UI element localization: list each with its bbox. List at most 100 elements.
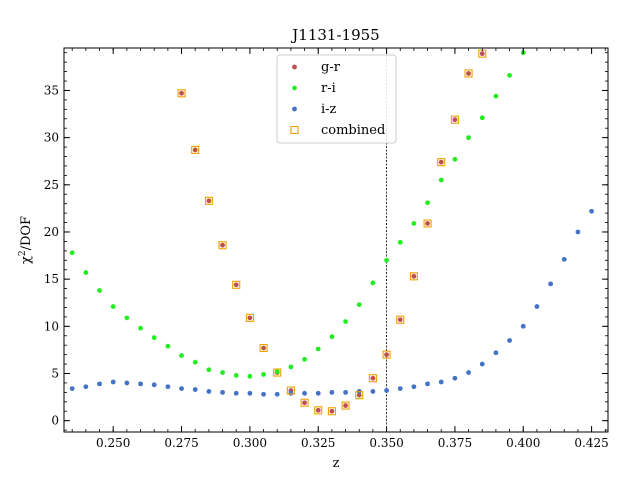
y-tick-label: 15: [44, 272, 59, 286]
point-r-i: [110, 304, 116, 309]
plot-area: [69, 48, 594, 432]
point-i-z: [302, 390, 307, 396]
legend-label-i-z: i-z: [321, 102, 337, 117]
point-combined: [464, 69, 473, 78]
point-g-r: [479, 51, 485, 57]
y-tick-label: 0: [51, 414, 59, 428]
x-tick-label: 0.275: [164, 436, 198, 450]
legend-label-g-r: g-r: [321, 60, 341, 75]
point-r-i: [507, 72, 512, 78]
point-combined: [355, 391, 364, 400]
point-i-z: [220, 389, 225, 395]
point-r-i: [288, 364, 294, 370]
legend-marker-combined: [290, 125, 299, 135]
point-r-i: [452, 156, 458, 162]
point-r-i: [192, 359, 198, 365]
point-g-r: [452, 117, 458, 123]
x-tick-label: 0.425: [574, 436, 608, 450]
y-tick-label: 30: [44, 131, 59, 145]
point-r-i: [247, 373, 253, 379]
point-i-z: [192, 387, 198, 392]
point-combined: [191, 145, 200, 154]
point-i-z: [206, 389, 212, 394]
point-g-r: [220, 242, 225, 248]
point-i-z: [97, 381, 102, 387]
point-i-z: [548, 281, 553, 287]
y-tick-label: 35: [44, 83, 59, 97]
point-r-i: [233, 372, 239, 378]
x-tick-label: 0.325: [301, 436, 335, 450]
point-g-r: [438, 159, 444, 165]
point-i-z: [288, 390, 294, 396]
point-g-r: [356, 392, 362, 398]
point-i-z: [479, 361, 485, 367]
point-r-i: [206, 367, 212, 373]
legend-item-r-i: r-i: [292, 81, 336, 96]
point-i-z: [561, 256, 567, 262]
point-i-z: [124, 380, 130, 386]
point-combined: [409, 272, 418, 281]
point-g-r: [192, 147, 198, 153]
point-r-i: [124, 315, 130, 321]
axes: 0.250 0.275 0.300 0.325 0.350 0.375 0.400 0.425…: [44, 47, 609, 450]
point-r-i: [397, 239, 403, 245]
series-r-i: [69, 50, 526, 379]
point-g-r: [302, 400, 307, 406]
point-i-z: [247, 390, 253, 396]
y-tick-label: 10: [44, 319, 59, 333]
point-r-i: [343, 319, 348, 325]
point-combined: [450, 115, 459, 124]
point-i-z: [589, 208, 594, 214]
series-i-z: [69, 208, 594, 397]
point-r-i: [425, 200, 430, 206]
point-r-i: [220, 370, 225, 375]
legend-marker-i-z: [292, 106, 297, 112]
point-r-i: [411, 221, 417, 226]
point-r-i: [438, 177, 444, 183]
point-i-z: [370, 389, 376, 394]
point-combined: [273, 368, 282, 377]
point-r-i: [302, 356, 307, 362]
point-combined: [218, 241, 227, 250]
x-tick-label: 0.400: [506, 436, 540, 450]
x-tick-label: 0.375: [438, 436, 472, 450]
point-r-i: [165, 343, 171, 349]
point-g-r: [315, 407, 321, 413]
point-r-i: [69, 250, 75, 256]
point-g-r: [329, 408, 335, 414]
y-axis-label-rest: /DOF: [19, 216, 34, 250]
point-i-z: [466, 370, 471, 375]
point-r-i: [274, 369, 280, 375]
point-i-z: [507, 338, 512, 343]
point-g-r: [233, 282, 239, 288]
point-combined: [368, 374, 377, 383]
point-g-r: [370, 375, 376, 381]
point-combined: [177, 89, 186, 98]
legend-item-combined: combined: [290, 123, 385, 138]
point-i-z: [329, 389, 335, 395]
point-i-z: [233, 390, 239, 396]
point-combined: [204, 196, 213, 205]
x-tick-label: 0.300: [233, 436, 267, 450]
point-r-i: [315, 346, 321, 352]
point-g-r: [179, 90, 184, 96]
point-combined: [232, 280, 241, 289]
point-i-z: [438, 379, 444, 385]
point-i-z: [534, 304, 540, 309]
point-r-i: [329, 334, 335, 340]
point-combined: [259, 343, 268, 353]
point-combined: [245, 313, 254, 322]
legend-label-r-i: r-i: [321, 81, 336, 96]
point-i-z: [575, 229, 581, 235]
x-axis-label: z: [333, 456, 340, 471]
point-g-r: [343, 403, 348, 408]
point-i-z: [452, 375, 458, 381]
legend-marker-g-r: [292, 64, 297, 70]
point-i-z: [493, 350, 499, 356]
point-combined: [300, 398, 309, 407]
point-combined: [423, 219, 432, 228]
point-r-i: [83, 270, 89, 275]
y-axis-label-sup: 2: [18, 250, 28, 256]
point-combined: [286, 386, 295, 395]
